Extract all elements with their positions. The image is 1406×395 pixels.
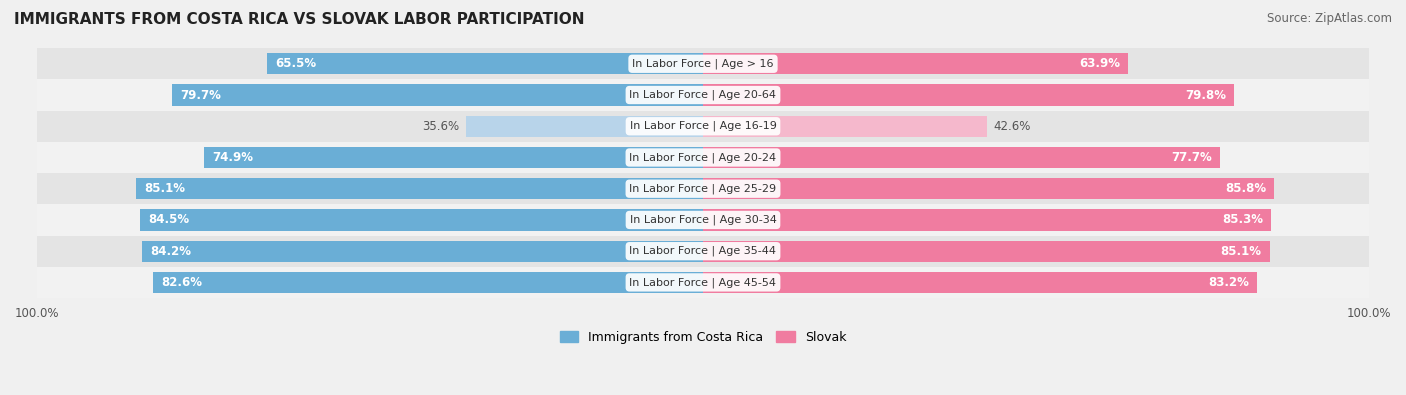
Text: 85.8%: 85.8%: [1225, 182, 1267, 195]
Bar: [703, 241, 1270, 262]
Text: In Labor Force | Age > 16: In Labor Force | Age > 16: [633, 58, 773, 69]
Bar: [703, 53, 1129, 74]
Bar: [204, 147, 703, 168]
Bar: [703, 147, 1220, 168]
Text: 85.1%: 85.1%: [1220, 245, 1261, 258]
Bar: [37, 267, 1369, 298]
Bar: [37, 142, 1369, 173]
Text: In Labor Force | Age 25-29: In Labor Force | Age 25-29: [630, 183, 776, 194]
Text: 83.2%: 83.2%: [1208, 276, 1249, 289]
Bar: [267, 53, 703, 74]
Bar: [142, 241, 703, 262]
Text: In Labor Force | Age 20-64: In Labor Force | Age 20-64: [630, 90, 776, 100]
Bar: [37, 173, 1369, 204]
Bar: [703, 209, 1271, 231]
Bar: [37, 79, 1369, 111]
Bar: [703, 85, 1234, 105]
Bar: [37, 235, 1369, 267]
Bar: [141, 209, 703, 231]
Text: 65.5%: 65.5%: [276, 57, 316, 70]
Bar: [37, 111, 1369, 142]
Bar: [703, 116, 987, 137]
Text: IMMIGRANTS FROM COSTA RICA VS SLOVAK LABOR PARTICIPATION: IMMIGRANTS FROM COSTA RICA VS SLOVAK LAB…: [14, 12, 585, 27]
Text: 79.7%: 79.7%: [180, 88, 221, 102]
Text: In Labor Force | Age 30-34: In Labor Force | Age 30-34: [630, 215, 776, 225]
Text: 79.8%: 79.8%: [1185, 88, 1226, 102]
Text: In Labor Force | Age 16-19: In Labor Force | Age 16-19: [630, 121, 776, 132]
Bar: [37, 204, 1369, 235]
Bar: [153, 272, 703, 293]
Text: In Labor Force | Age 45-54: In Labor Force | Age 45-54: [630, 277, 776, 288]
Legend: Immigrants from Costa Rica, Slovak: Immigrants from Costa Rica, Slovak: [555, 326, 851, 349]
Text: Source: ZipAtlas.com: Source: ZipAtlas.com: [1267, 12, 1392, 25]
Text: 63.9%: 63.9%: [1080, 57, 1121, 70]
Text: 42.6%: 42.6%: [993, 120, 1031, 133]
Bar: [703, 178, 1274, 199]
Text: In Labor Force | Age 20-24: In Labor Force | Age 20-24: [630, 152, 776, 163]
Text: In Labor Force | Age 35-44: In Labor Force | Age 35-44: [630, 246, 776, 256]
Text: 85.3%: 85.3%: [1222, 213, 1263, 226]
Bar: [136, 178, 703, 199]
Bar: [465, 116, 703, 137]
Bar: [37, 48, 1369, 79]
Text: 77.7%: 77.7%: [1171, 151, 1212, 164]
Text: 74.9%: 74.9%: [212, 151, 253, 164]
Text: 84.5%: 84.5%: [149, 213, 190, 226]
Text: 84.2%: 84.2%: [150, 245, 191, 258]
Text: 82.6%: 82.6%: [162, 276, 202, 289]
Bar: [703, 272, 1257, 293]
Text: 85.1%: 85.1%: [145, 182, 186, 195]
Text: 35.6%: 35.6%: [422, 120, 460, 133]
Bar: [173, 85, 703, 105]
